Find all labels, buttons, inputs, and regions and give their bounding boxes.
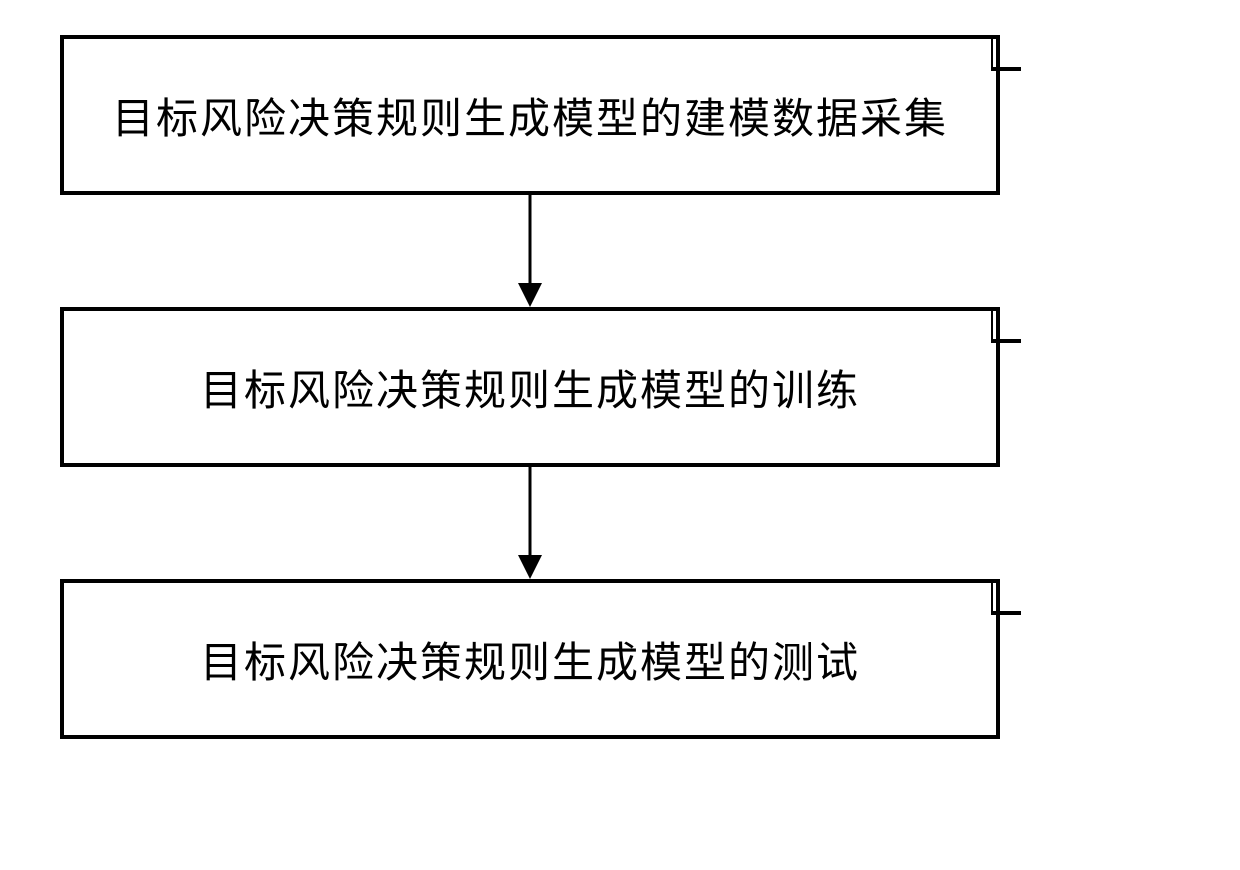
arrow-2 [60,467,1000,579]
arrow-down-icon [510,467,550,579]
step-box-3: 目标风险决策规则生成模型的测试 [60,579,1000,739]
step-box-2: 目标风险决策规则生成模型的训练 [60,307,1000,467]
step-text-1: 目标风险决策规则生成模型的建模数据采集 [112,85,948,146]
step-text-3: 目标风险决策规则生成模型的测试 [200,629,860,690]
label-connector-icon [991,311,1026,346]
step-container-3: 目标风险决策规则生成模型的测试 S13 [60,579,1180,739]
label-connector-icon [991,583,1026,618]
arrow-1 [60,195,1000,307]
step-container-2: 目标风险决策规则生成模型的训练 S12 [60,307,1180,467]
arrow-down-icon [510,195,550,307]
step-container-1: 目标风险决策规则生成模型的建模数据采集 S11 [60,35,1180,195]
step-text-2: 目标风险决策规则生成模型的训练 [200,357,860,418]
step-box-1: 目标风险决策规则生成模型的建模数据采集 [60,35,1000,195]
flowchart-container: 目标风险决策规则生成模型的建模数据采集 S11 目标风险决策规则生成模型的训练 … [60,35,1180,739]
label-connector-icon [991,39,1026,74]
